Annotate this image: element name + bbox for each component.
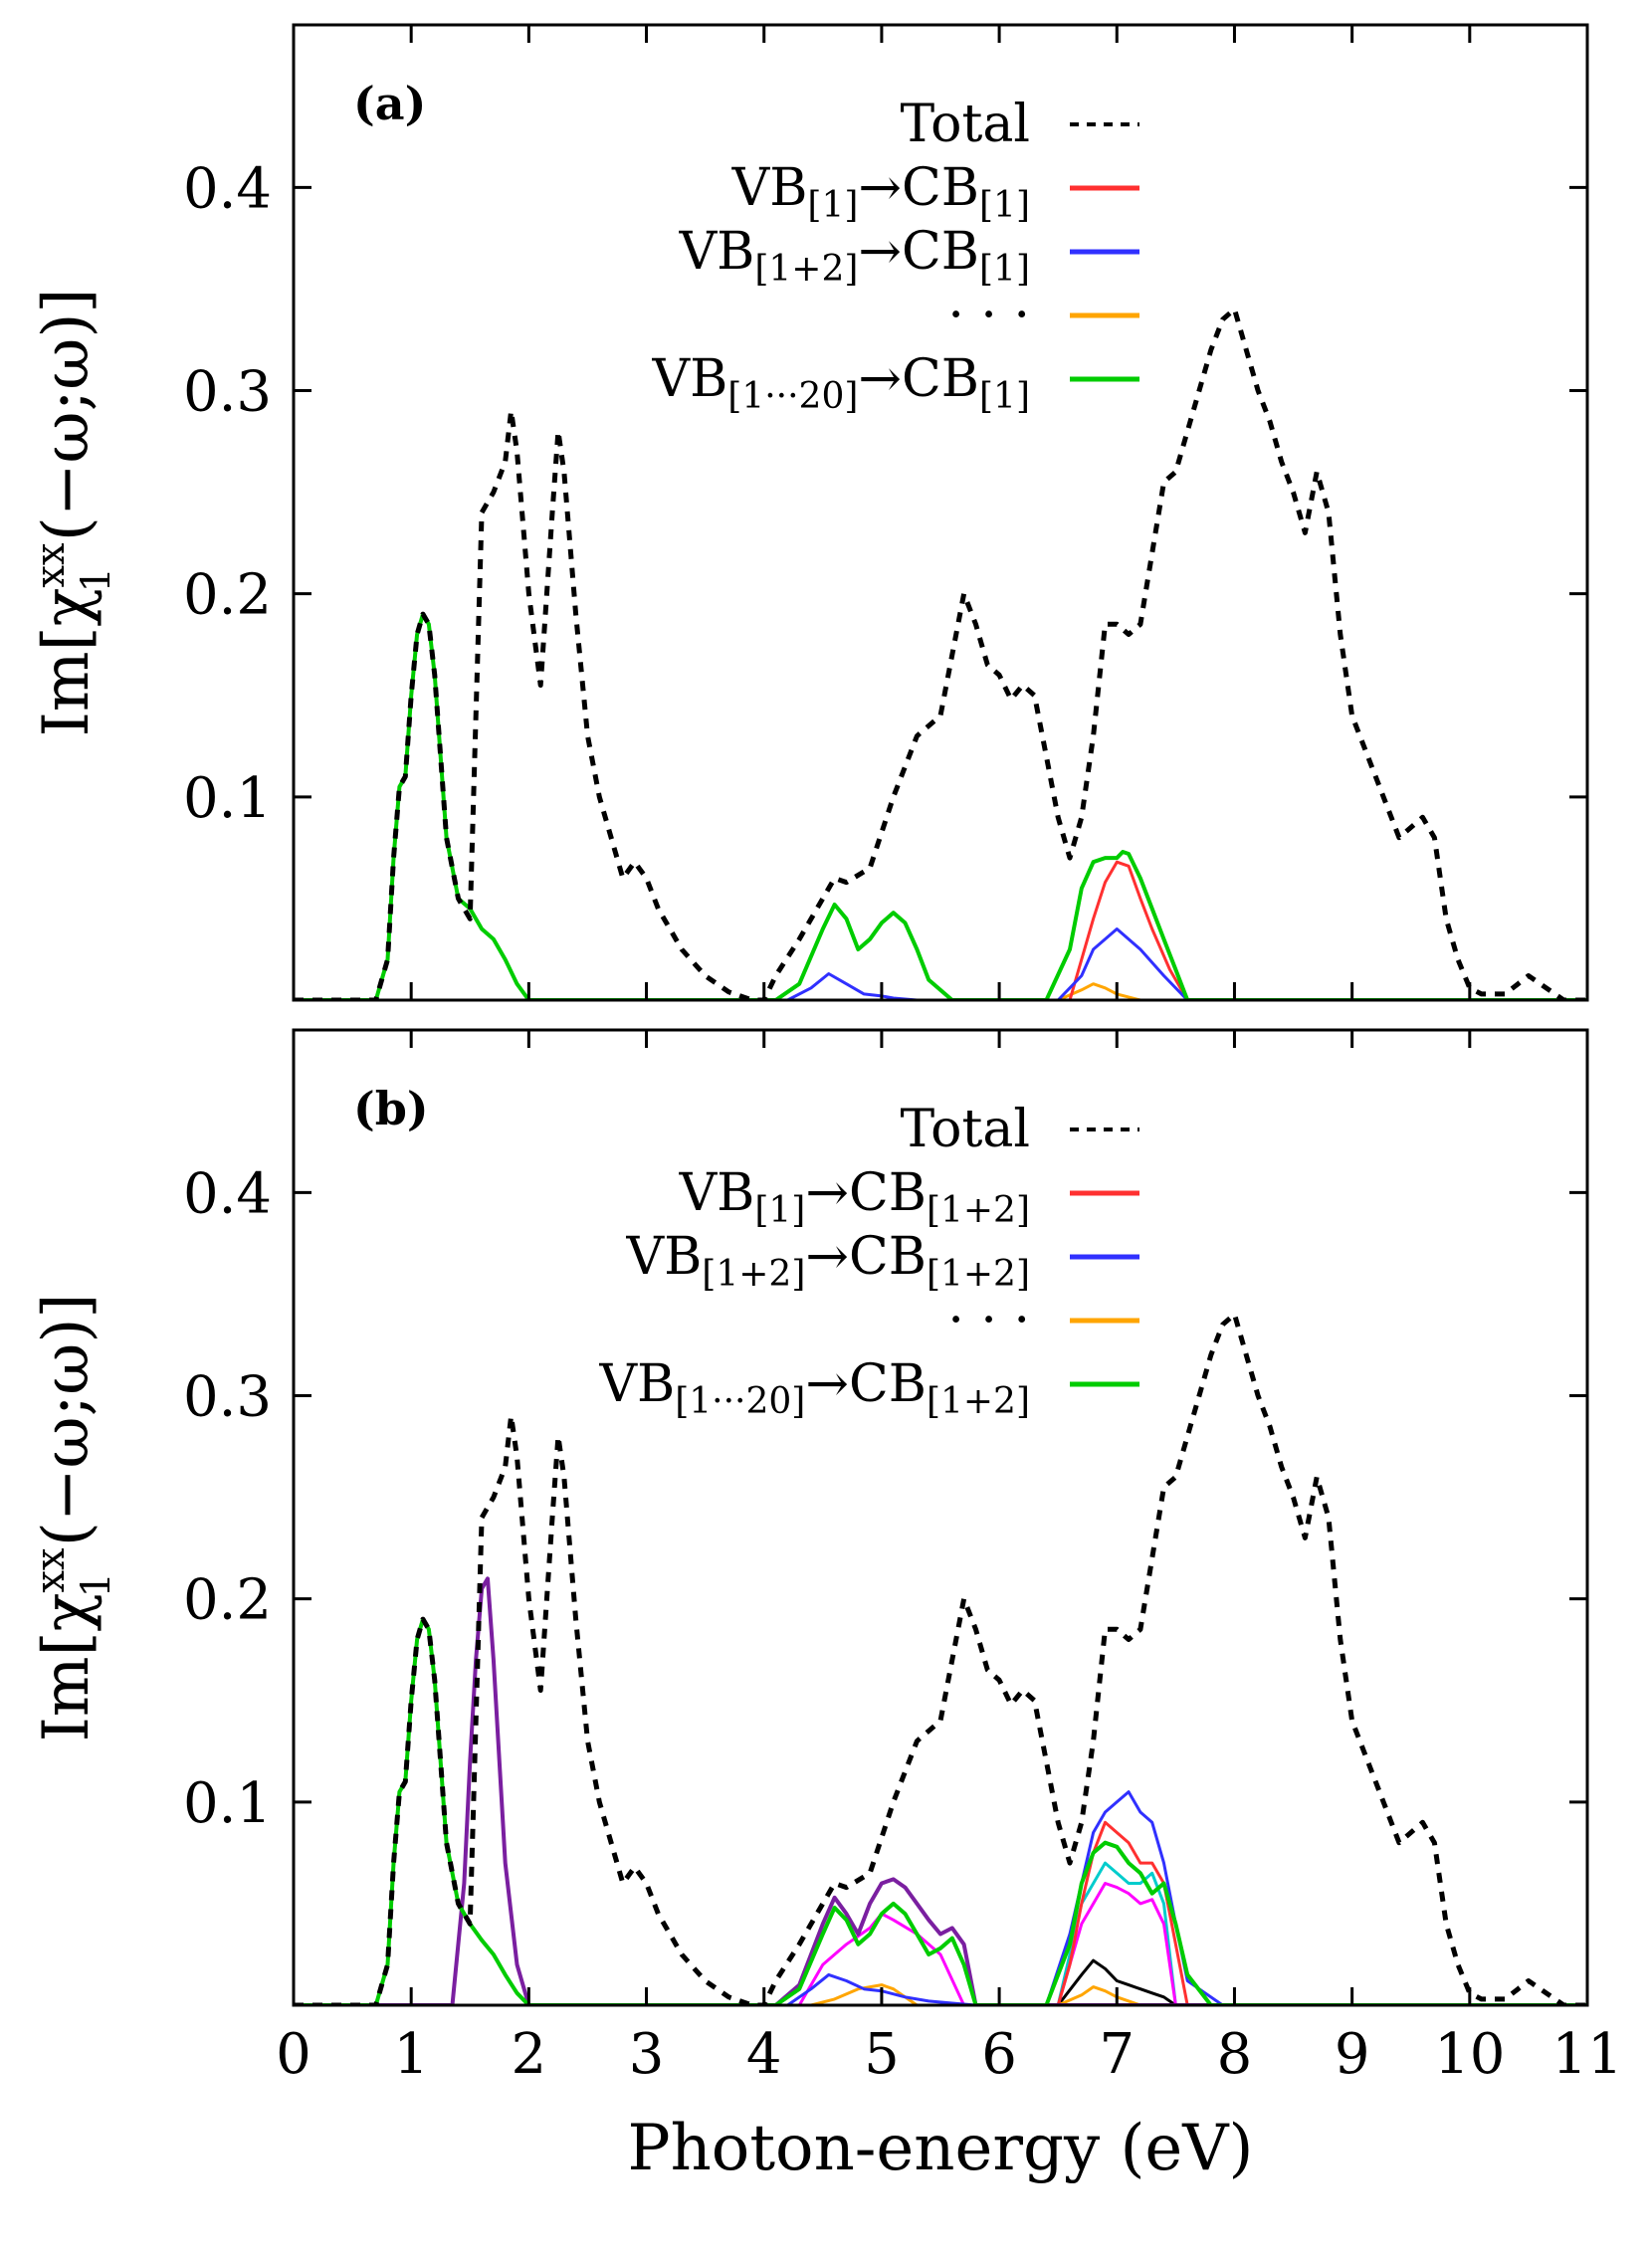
x-tick-label: 10 (1434, 2022, 1505, 2087)
legend-label: VB[1···20]→CB[1+2] (598, 1354, 1030, 1422)
x-tick-label: 7 (1099, 2022, 1135, 2087)
y-tick-label: 0.2 (183, 1568, 272, 1633)
y-tick-label: 0.2 (183, 563, 272, 628)
x-tick-label: 8 (1217, 2022, 1253, 2087)
y-tick-label: 0.4 (183, 156, 272, 221)
series-group (294, 1312, 1587, 2005)
x-tick-label: 5 (864, 2022, 900, 2087)
legend-label: VB[1]→CB[1+2] (679, 1163, 1030, 1231)
x-axis-title: Photon-energy (eV) (628, 2112, 1254, 2185)
series-line-magenta (294, 1882, 1587, 2005)
legend-label: VB[1]→CB[1] (731, 158, 1030, 226)
legend-label: VB[1+2]→CB[1] (679, 222, 1030, 290)
legend-label: VB[1···20]→CB[1] (652, 349, 1030, 417)
y-axis-title: Im[χxx1(−ω;ω)] (28, 1294, 119, 1742)
series-line- (294, 1983, 1587, 2005)
plot-frame (292, 23, 1589, 1002)
legend-label: Total (901, 95, 1030, 154)
panel-a: 0.1 0.2 0.3 0.4 Im[χxx1(−ω;ω)] (a) TotalVB[1]→… (28, 23, 1589, 1002)
series-line-vb-1-cb-1-2 (294, 1820, 1587, 2005)
x-tick-label: 4 (746, 2022, 782, 2087)
x-tick-label: 9 (1335, 2022, 1370, 2087)
y-tick-label: 0.3 (183, 360, 272, 425)
x-tick-label: 0 (276, 2022, 311, 2087)
series-line-black-solid (294, 1958, 1587, 2005)
legend-label: Total (901, 1100, 1030, 1159)
panel-b: 0.1 0.2 0.3 0.4 Im[χxx1(−ω;ω)] (b) TotalVB[1]→… (28, 1028, 1589, 2007)
series-line-vb-1-20-cb-1 (294, 612, 1587, 1000)
panel-label: (a) (353, 77, 426, 130)
panel-label: (b) (353, 1082, 429, 1135)
x-tick-label: 1 (393, 2022, 429, 2087)
y-tick-label: 0.1 (183, 1771, 272, 1836)
y-axis-title: Im[χxx1(−ω;ω)] (28, 289, 119, 737)
y-tick-label: 0.4 (183, 1161, 272, 1226)
x-tick-label: 2 (512, 2022, 547, 2087)
x-tick-label: 11 (1551, 2022, 1622, 2087)
x-tick-label: 6 (981, 2022, 1017, 2087)
y-tick-label: 0.1 (183, 766, 272, 831)
legend-label: · · · (947, 1291, 1030, 1350)
y-tick-label: 0.3 (183, 1365, 272, 1430)
legend-label: · · · (947, 286, 1030, 345)
x-tick-label: 3 (629, 2022, 665, 2087)
legend-label: VB[1+2]→CB[1+2] (626, 1227, 1030, 1295)
series-line-vb-1-cb-1 (294, 860, 1587, 1000)
plot-frame (292, 1028, 1589, 2007)
shared-x-axis: 0 1 2 3 4 5 6 7 8 9 10 11 Photon-energy (eV) (276, 2022, 1622, 2185)
